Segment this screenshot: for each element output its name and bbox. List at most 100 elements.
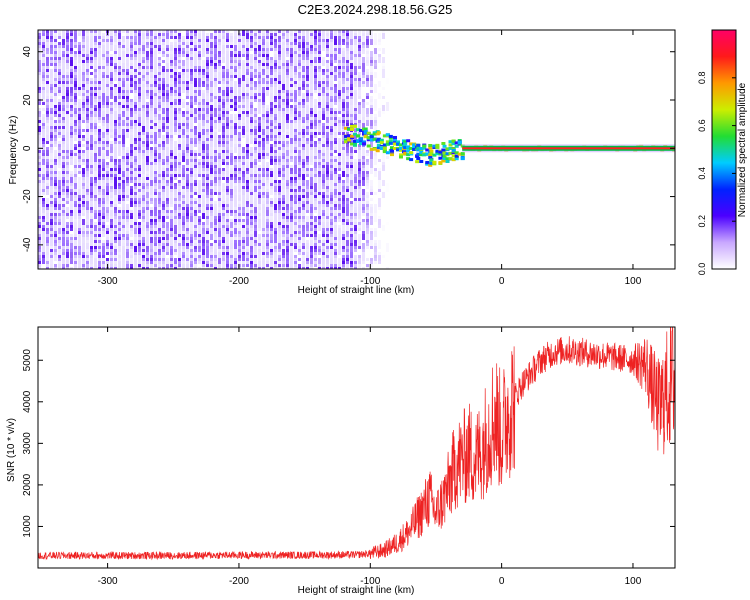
spectrogram-cell xyxy=(198,231,201,234)
spectrogram-cell xyxy=(38,153,41,156)
spectrogram-cell xyxy=(102,234,105,237)
spectrogram-cell xyxy=(194,246,197,249)
spectrogram-cell xyxy=(230,249,233,258)
spectrogram-cell xyxy=(278,81,281,84)
spectrogram-cell xyxy=(134,57,137,60)
spectrogram-cell xyxy=(202,216,205,219)
spectrogram-cell xyxy=(102,189,105,198)
spectrogram-cell xyxy=(194,117,197,123)
spectrogram-cell xyxy=(266,129,269,132)
spectrogram-cell xyxy=(46,141,49,144)
spectrogram-cell xyxy=(278,117,281,120)
spectrogram-cell xyxy=(242,198,245,201)
spectrogram-cell xyxy=(194,87,197,90)
spectrogram-cell xyxy=(194,234,197,237)
spectrogram-cell xyxy=(254,255,257,258)
spectrogram-cell xyxy=(94,240,97,243)
spectrogram-cell xyxy=(270,207,273,210)
spectrogram-cell xyxy=(182,87,185,93)
spectrogram-cell xyxy=(266,36,269,39)
spectrogram-cell xyxy=(94,111,97,114)
spectrogram-cell xyxy=(42,102,45,105)
spectrogram-cell xyxy=(226,165,229,168)
spectrogram-cell xyxy=(290,90,293,93)
spectrogram-cell xyxy=(298,252,301,255)
spectrogram-cell xyxy=(126,252,129,255)
spectrogram-cell xyxy=(90,102,93,105)
spectrogram-cell xyxy=(162,249,165,252)
spectrogram-cell xyxy=(178,138,181,141)
spectrogram-cell xyxy=(70,42,73,48)
spectrogram-cell xyxy=(230,264,233,269)
spectrogram-cell xyxy=(90,237,93,240)
spectrogram-cell xyxy=(258,264,261,267)
spectrogram-cell xyxy=(82,228,85,231)
spectrogram-cell xyxy=(158,225,161,228)
spectrogram-cell xyxy=(146,264,149,269)
spectrogram-cell xyxy=(122,135,125,144)
spectrogram-cell xyxy=(122,96,125,99)
spectrogram-cell xyxy=(62,264,65,267)
spectrogram-cell xyxy=(190,183,193,186)
spectrogram-cell xyxy=(54,84,57,87)
spectrogram-cell xyxy=(254,99,257,102)
spectrogram-cell xyxy=(94,207,97,210)
spectrogram-cell xyxy=(118,201,121,204)
spectrogram-cell xyxy=(158,189,161,192)
spectrogram-cell xyxy=(278,192,281,195)
spectrogram-cell xyxy=(266,243,269,246)
spectrogram-cell xyxy=(94,165,97,168)
spectrogram-cell xyxy=(106,207,109,210)
spectrogram-cell xyxy=(242,237,245,240)
spectrogram-cell xyxy=(234,57,237,60)
spectrogram-cell xyxy=(166,111,169,114)
spectrogram-cell xyxy=(266,72,269,75)
spectrogram-cell xyxy=(190,141,193,144)
spectrogram-cell xyxy=(50,243,53,246)
spectrogram-cell xyxy=(198,219,201,222)
spectrogram-cell xyxy=(142,60,145,63)
spectrogram-cell xyxy=(106,243,109,246)
spectrogram-cell xyxy=(226,174,229,177)
spectrogram-cell xyxy=(158,264,161,267)
spectrogram-cell xyxy=(298,264,301,269)
spectrogram-cell xyxy=(182,177,185,183)
spectrogram-cell xyxy=(306,180,309,186)
spectrogram-cell xyxy=(158,60,161,63)
spectrogram-cell xyxy=(74,117,77,120)
spectrogram-cell xyxy=(246,213,249,216)
spectrogram-cell xyxy=(222,207,225,210)
spectrogram-cell xyxy=(42,81,45,84)
spectrogram-cell xyxy=(82,198,85,201)
spectrogram-cell xyxy=(266,177,269,180)
spectrogram-cell xyxy=(126,48,129,51)
spectrogram-cell xyxy=(242,264,245,267)
spectrogram-cell xyxy=(286,150,289,159)
spectrogram-cell xyxy=(206,234,209,237)
spectrogram-cell xyxy=(166,105,169,108)
spectrogram-cell xyxy=(178,45,181,48)
spectrogram-cell xyxy=(102,246,105,249)
spectrogram-cell xyxy=(198,111,201,114)
spectrogram-cell xyxy=(198,153,201,156)
spectrogram-cell xyxy=(150,117,153,120)
spectrogram-cell xyxy=(186,174,189,177)
spectrogram-cell xyxy=(126,129,129,132)
spectrogram-cell xyxy=(258,75,261,78)
spectrogram-cell xyxy=(126,225,129,228)
spectrogram-cell xyxy=(266,120,269,123)
spectrogram-cell xyxy=(210,174,213,177)
spectrogram-cell xyxy=(174,102,177,105)
spectrogram-cell xyxy=(146,42,149,45)
spectrogram-cell xyxy=(150,78,153,87)
spectrogram-cell xyxy=(54,144,57,147)
spectrogram-cell xyxy=(118,135,121,138)
spectrogram-cell xyxy=(158,69,161,72)
spectrogram-cell xyxy=(50,258,53,264)
spectrogram-cell xyxy=(202,264,205,267)
spectrogram-cell xyxy=(82,117,85,120)
spectrogram-cell xyxy=(250,36,253,39)
spectrogram-cell xyxy=(122,267,125,269)
spectrogram-cell xyxy=(118,75,121,78)
spectrogram-cell xyxy=(66,225,69,228)
